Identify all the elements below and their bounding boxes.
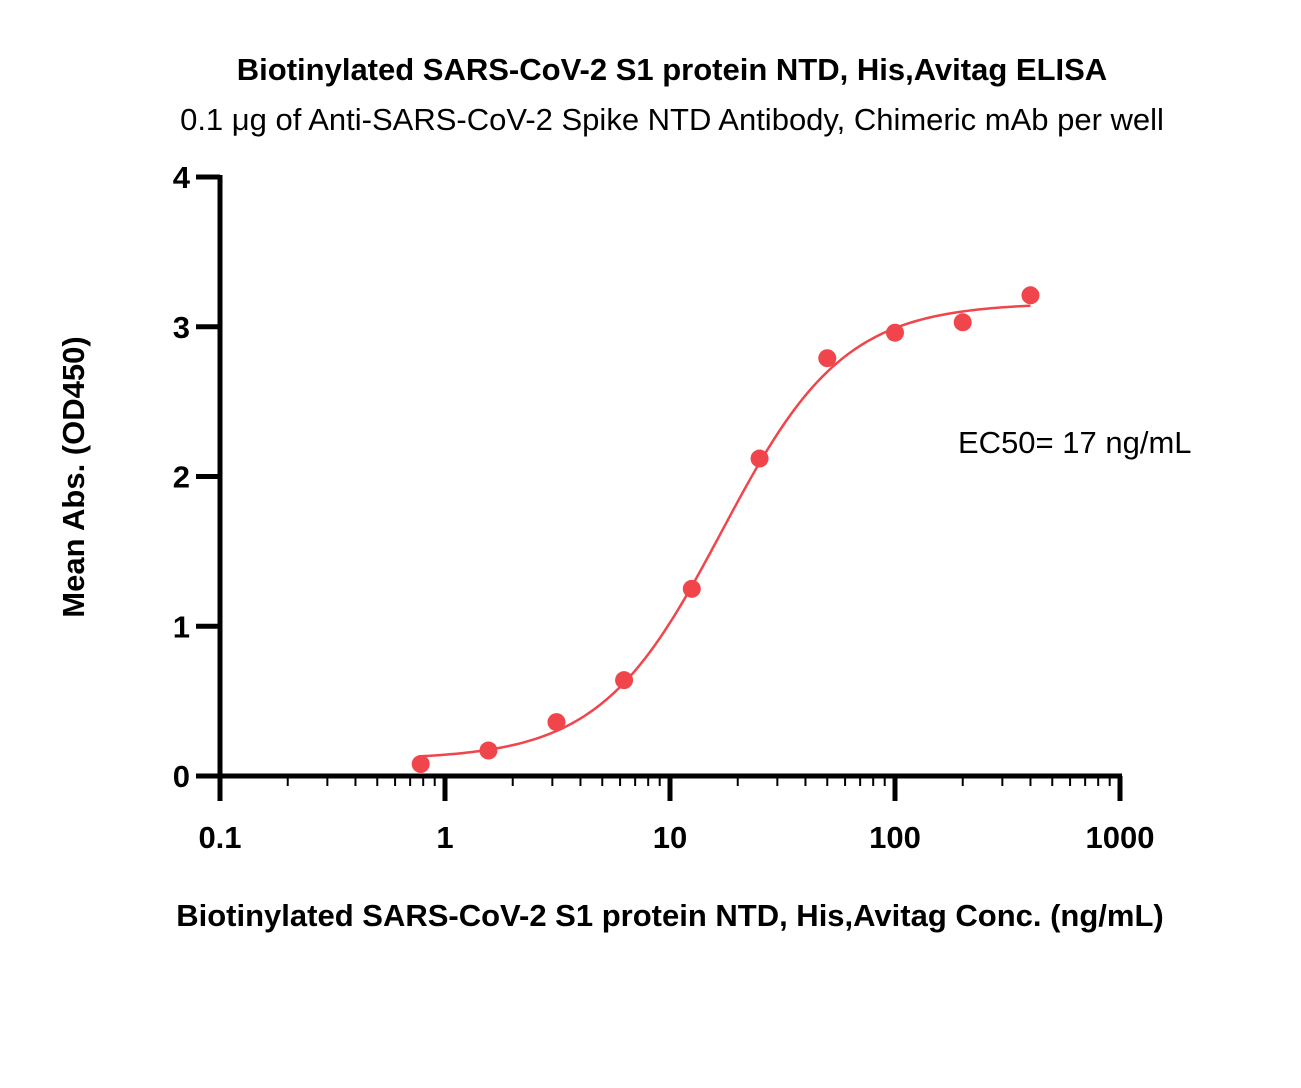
data-point [682,579,701,598]
data-point [818,349,837,368]
plot-area: 0 1 2 3 4 0.1 1 10 100 1000 [173,160,1155,855]
x-tick-label: 0.1 [198,820,241,855]
data-point [411,755,430,774]
chart-subtitle: 0.1 μg of Anti-SARS-CoV-2 Spike NTD Anti… [180,102,1164,137]
y-tick-label: 2 [173,460,190,495]
y-tick-label: 4 [173,160,191,195]
data-point [479,741,498,760]
y-tick-label: 1 [173,609,190,644]
x-tick-label: 1000 [1086,820,1155,855]
data-point [953,313,972,332]
data-point [750,449,769,468]
data-point [615,671,634,690]
data-point [886,323,904,342]
data-point [1021,286,1040,305]
x-tick-label: 1 [436,820,453,855]
x-tick-label: 100 [869,820,921,855]
fit-curve [420,304,1031,758]
chart-title: Biotinylated SARS-CoV-2 S1 protein NTD, … [237,52,1107,87]
x-tick-label: 10 [653,820,687,855]
y-axis-label: Mean Abs. (OD450) [56,336,91,617]
y-tick-label: 0 [173,759,190,794]
ec50-annotation: EC50= 17 ng/mL [958,425,1192,460]
y-tick-label: 3 [173,310,190,345]
x-axis-label: Biotinylated SARS-CoV-2 S1 protein NTD, … [176,898,1163,933]
data-point [547,713,566,732]
